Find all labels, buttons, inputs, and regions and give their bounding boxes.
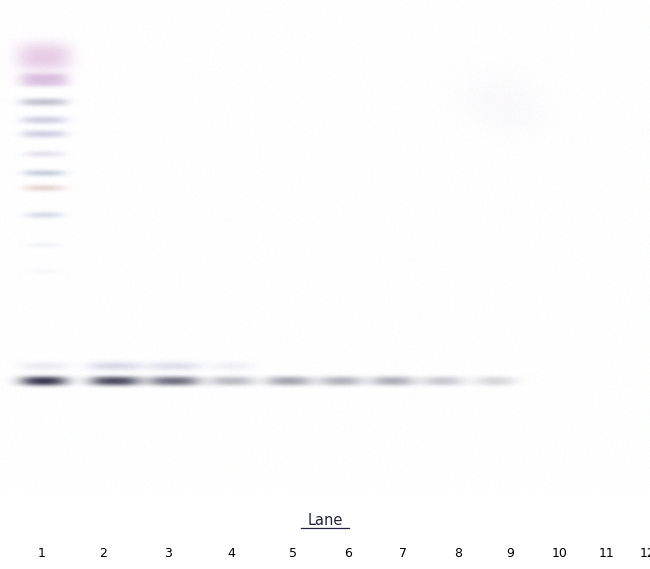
Text: 6: 6 (344, 546, 352, 559)
Text: 7: 7 (399, 546, 407, 559)
Text: 11: 11 (599, 546, 615, 559)
Text: 4: 4 (227, 546, 235, 559)
Text: 3: 3 (164, 546, 172, 559)
Text: 10: 10 (552, 546, 568, 559)
Text: 2: 2 (99, 546, 107, 559)
Text: 5: 5 (289, 546, 297, 559)
Text: 1: 1 (38, 546, 46, 559)
Text: 12: 12 (640, 546, 650, 559)
Text: 8: 8 (454, 546, 462, 559)
Text: 9: 9 (506, 546, 514, 559)
Text: Lane: Lane (307, 513, 343, 527)
